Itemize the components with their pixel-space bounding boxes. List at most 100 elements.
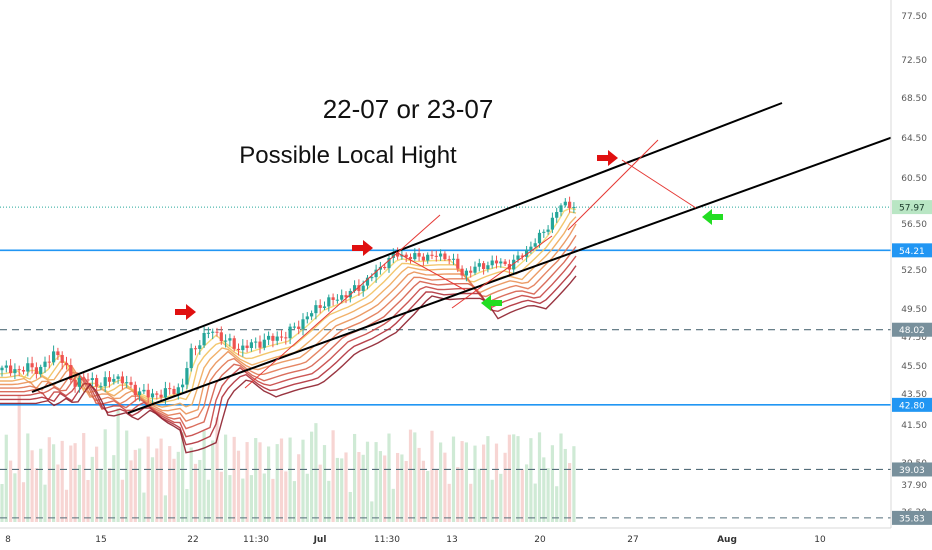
candle-body — [82, 377, 86, 380]
arrow-right-icon — [352, 240, 373, 256]
x-tick-label: 11:30 — [374, 535, 400, 545]
volume-bar — [413, 432, 417, 522]
candle-body — [4, 365, 8, 368]
candle-body — [494, 260, 499, 264]
time-axis[interactable]: 8 15 22 11:30 Jul 11:30 13 20 27 Aug 10 — [0, 527, 932, 550]
y-tick-label: 68.50 — [901, 94, 927, 104]
volume-bar — [305, 473, 309, 522]
volume-bar — [387, 433, 391, 522]
candle-body — [550, 217, 554, 230]
candle-body — [103, 377, 107, 387]
volume-bar — [202, 431, 206, 522]
arrow-right-icon — [597, 150, 618, 166]
volume-bar — [99, 470, 103, 522]
y-tick-label: 45.50 — [901, 362, 927, 372]
candle-body — [172, 388, 176, 394]
candle-body — [189, 348, 193, 369]
volume-bar — [30, 450, 34, 522]
volume-bar — [193, 463, 198, 522]
candle-body — [262, 339, 266, 348]
volume-bar — [460, 441, 464, 522]
candle-body — [69, 364, 73, 380]
volume-bar — [26, 433, 30, 522]
moving-average-ribbon — [0, 207, 577, 454]
volume-bar — [271, 478, 275, 522]
volume-bar — [434, 469, 438, 522]
candle-body — [125, 382, 129, 384]
volume-bar — [396, 452, 400, 522]
volume-bar — [69, 445, 73, 522]
volume-bar — [172, 458, 176, 522]
projection-line — [621, 159, 697, 209]
candle-body — [572, 206, 576, 208]
volume-bar — [421, 460, 425, 522]
candle-body — [434, 255, 438, 257]
candle-body — [241, 345, 245, 351]
price-badge-label: 48.02 — [899, 326, 925, 336]
candle-body — [563, 201, 567, 206]
candle-body — [387, 257, 391, 269]
candle-body — [460, 268, 464, 276]
x-tick-label: Jul — [313, 535, 327, 545]
x-tick-label: 13 — [446, 535, 457, 545]
volume-bar — [383, 455, 387, 522]
volume-bar — [159, 438, 163, 522]
y-tick-label: 72.50 — [901, 56, 927, 66]
candle-body — [17, 369, 21, 371]
signal-arrows — [175, 150, 723, 320]
volume-bar — [374, 442, 378, 522]
candle-body — [99, 386, 103, 388]
volume-bar — [344, 452, 348, 522]
y-tick-label: 64.50 — [901, 134, 927, 144]
volume-bar — [477, 468, 481, 522]
volume-bar — [490, 479, 494, 522]
y-tick-label: 49.50 — [901, 305, 927, 315]
candle-body — [383, 266, 387, 269]
price-badges: 57.97 54.21 48.02 42.80 39.03 35.83 — [892, 200, 932, 525]
volume-bar — [322, 445, 327, 522]
volume-bar — [219, 471, 223, 522]
volume-bar — [150, 457, 155, 522]
volume-bar — [82, 433, 86, 522]
candle-body — [133, 384, 137, 395]
candle-body — [150, 393, 155, 398]
volume-bar — [301, 439, 305, 522]
volume-bar — [21, 482, 26, 522]
candle-body — [421, 256, 425, 261]
volume-bar — [559, 433, 563, 522]
candle-body — [555, 212, 559, 218]
candle-body — [52, 351, 56, 363]
volume-bar — [34, 468, 38, 522]
candle-body — [95, 378, 99, 387]
candle-body — [168, 388, 172, 390]
candle-body — [112, 378, 116, 382]
candle-body — [224, 340, 228, 342]
candle-body — [292, 326, 296, 328]
candle-body — [116, 376, 120, 379]
volume-bar — [116, 408, 120, 522]
volume-bar — [39, 448, 43, 522]
candle-body — [142, 389, 146, 392]
candle-body — [211, 331, 215, 333]
volume-bar — [537, 432, 542, 522]
candle-body — [520, 255, 524, 257]
candle-body — [430, 254, 434, 256]
volume-bar — [176, 451, 180, 522]
volume-bar — [546, 468, 550, 522]
price-badge-label: 42.80 — [899, 401, 925, 411]
volume-bar — [327, 480, 331, 522]
candle-body — [417, 253, 421, 257]
price-axis[interactable]: 77.50 72.50 68.50 64.50 60.50 56.50 52.50 49.50… — [890, 0, 932, 528]
candle-body — [331, 297, 335, 300]
candle-body — [340, 295, 344, 300]
candle-body — [533, 243, 537, 247]
volume-bar — [245, 442, 249, 522]
candle-body — [279, 336, 284, 338]
projection-line — [451, 235, 553, 309]
candle-body — [447, 259, 451, 261]
y-tick-label: 60.50 — [901, 174, 927, 184]
candle-body — [26, 363, 30, 372]
volume-bar — [331, 430, 335, 522]
volume-bar — [482, 444, 486, 522]
